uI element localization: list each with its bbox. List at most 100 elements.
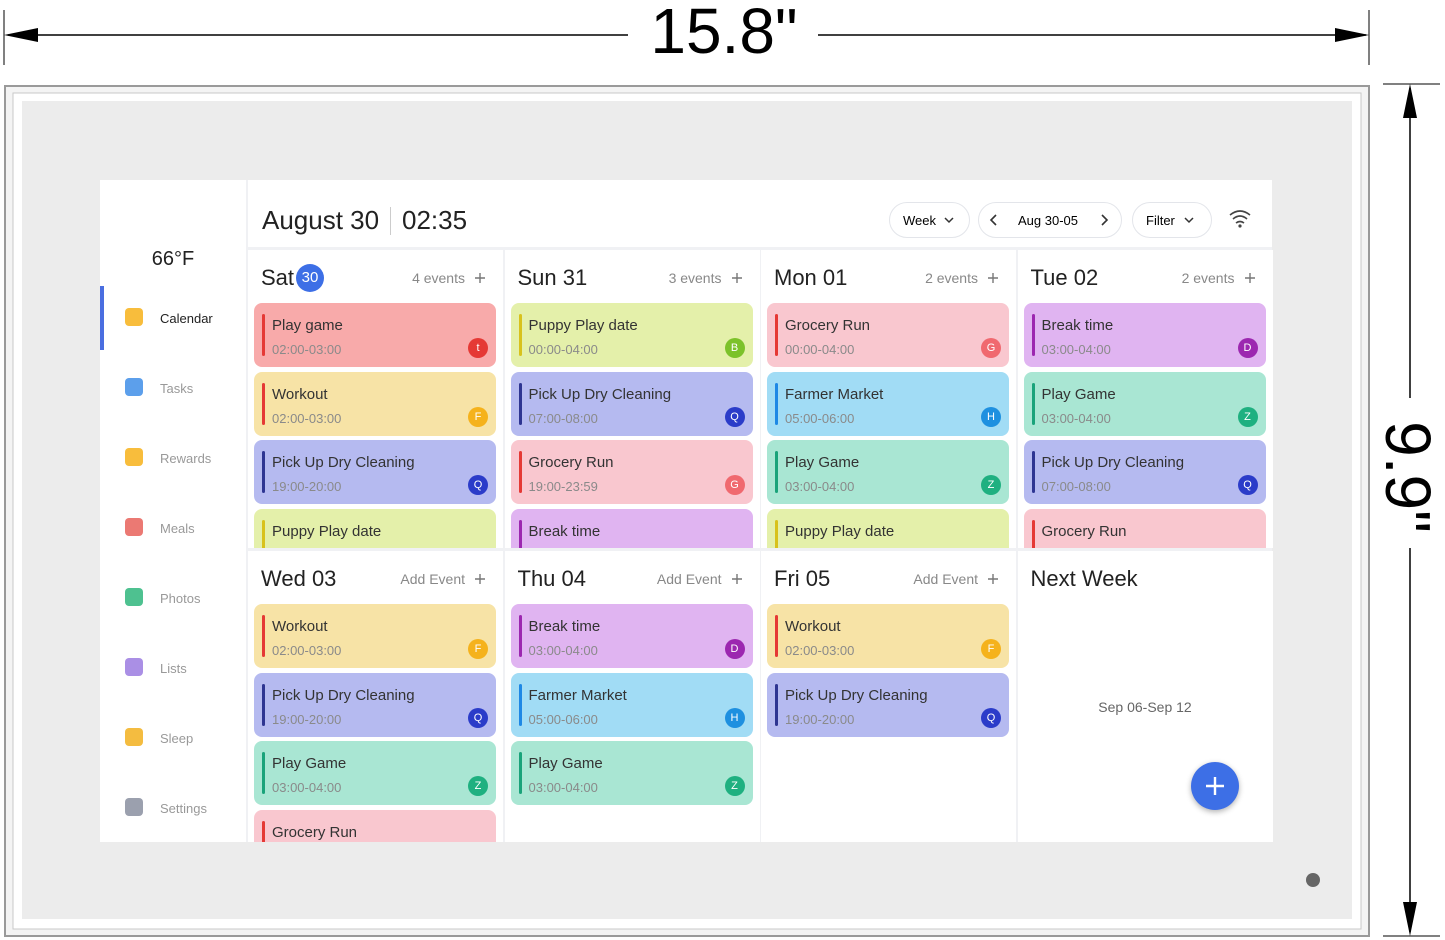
filter-button[interactable]: Filter: [1132, 202, 1212, 238]
add-button[interactable]: [987, 572, 999, 584]
event-accent: [775, 615, 778, 657]
temperature: 66°F: [151, 248, 195, 270]
sidebar-label: Photos: [160, 591, 201, 606]
range-label: Aug 30-05: [1018, 213, 1078, 228]
sidebar-item[interactable]: [100, 286, 246, 350]
event-card[interactable]: Play Game 03:00-04:00 Z: [510, 741, 753, 805]
event-card[interactable]: Workout 02:00-03:00 F: [254, 604, 496, 668]
event-card[interactable]: Puppy Play date: [254, 508, 496, 548]
prev-button[interactable]: [987, 213, 1001, 227]
event-time: 00:00-04:00: [528, 342, 598, 357]
day-summary: 4 events: [412, 270, 465, 286]
add-event-fab[interactable]: [1190, 762, 1239, 810]
day-name: Thu 04: [517, 566, 587, 591]
event-time: 02:00-03:00: [272, 410, 342, 426]
next-week-range: Sep 06-Sep 12: [1098, 699, 1192, 715]
day-cell: Wed 03 Add Event Workout 02:00-03:00 F Pick U…: [248, 551, 503, 842]
sidebar-label: Calendar: [160, 311, 213, 326]
chevron: [944, 217, 954, 224]
next-button[interactable]: [1097, 213, 1111, 227]
event-card[interactable]: Pick Up Dry Cleaning 19:00-20:00 Q: [254, 440, 496, 504]
day-badge: 30: [296, 264, 324, 292]
event-card[interactable]: Pick Up Dry Cleaning 19:00-20:00 Q: [254, 672, 496, 737]
event-card[interactable]: Puppy Play date 00:00-04:00 B: [510, 303, 753, 367]
event-card[interactable]: Farmer Market 05:00-06:00 H: [510, 672, 753, 737]
event-title: Play Game: [785, 454, 860, 471]
event-avatar: G: [981, 338, 1001, 358]
event-card[interactable]: Break time 03:00-04:00 D: [1023, 303, 1266, 367]
event-card[interactable]: Play Game 03:00-04:00 Z: [254, 741, 496, 805]
event-title: Pick Up Dry Cleaning: [272, 454, 415, 471]
sidebar-label: Rewards: [160, 451, 212, 466]
event-avatar: H: [981, 406, 1001, 427]
event-card[interactable]: Play Game 03:00-04:00 Z: [767, 440, 1009, 504]
event-avatar: F: [468, 406, 488, 427]
event-time: 03:00-04:00: [528, 643, 598, 658]
day-cell: Next Week Sep 06-Sep 12: [1017, 551, 1273, 842]
event-title: Workout: [785, 618, 841, 635]
event-card[interactable]: Workout 02:00-03:00 F: [767, 604, 1009, 668]
event-accent: [262, 451, 265, 493]
event-time: 19:00-23:59: [528, 479, 598, 494]
event-accent: [518, 314, 522, 356]
event-title: Grocery Run: [528, 454, 614, 471]
event-accent: [775, 382, 778, 425]
add-button[interactable]: [474, 572, 486, 584]
event-card[interactable]: Pick Up Dry Cleaning 19:00-20:00 Q: [767, 672, 1009, 737]
day-name: Wed 03: [261, 566, 337, 591]
filter-label: Filter: [1146, 213, 1175, 228]
event-card[interactable]: Grocery Run: [254, 809, 496, 842]
day-summary[interactable]: Add Event: [656, 571, 722, 587]
event-accent: [518, 451, 522, 493]
event-card[interactable]: Puppy Play date: [767, 508, 1009, 548]
event-card[interactable]: Grocery Run 19:00-23:59 G: [510, 440, 753, 504]
event-avatar: F: [981, 639, 1001, 659]
day-summary[interactable]: Add Event: [913, 571, 978, 587]
add-button[interactable]: [987, 271, 999, 283]
event-card[interactable]: Pick Up Dry Cleaning 07:00-08:00 Q: [510, 371, 753, 436]
event-card[interactable]: Workout 02:00-03:00 F: [254, 371, 496, 436]
event-accent: [1031, 382, 1035, 425]
event-accent: [262, 314, 265, 356]
add-button[interactable]: [731, 572, 743, 584]
event-card[interactable]: Play game 02:00-03:00 t: [254, 303, 496, 367]
day-cell: Mon 01 2 events Grocery Run 00:00-04:00 G Far…: [761, 250, 1016, 548]
event-accent: [262, 820, 265, 842]
day-cell: Fri 05 Add Event Workout 02:00-03:00 F Pick U…: [761, 551, 1016, 842]
day-summary[interactable]: Add Event: [400, 571, 465, 587]
day-summary: 2 events: [925, 270, 978, 286]
add-button[interactable]: [1244, 271, 1256, 283]
day-summary: 3 events: [668, 270, 722, 286]
sidebar-label: Sleep: [160, 731, 194, 746]
add-button[interactable]: [731, 271, 743, 283]
event-card[interactable]: Pick Up Dry Cleaning 07:00-08:00 Q: [1023, 440, 1266, 504]
view-button[interactable]: Week: [889, 202, 970, 238]
sidebar-icon: [125, 378, 143, 396]
sidebar-icon: [125, 658, 143, 676]
event-title: Workout: [272, 618, 328, 635]
event-accent: [262, 382, 265, 425]
event-title: Farmer Market: [528, 686, 627, 704]
range-nav[interactable]: Aug 30-05: [978, 202, 1122, 238]
event-title: Break time: [528, 522, 601, 540]
event-time: 07:00-08:00: [1041, 479, 1111, 494]
width-label: 15.8": [650, 0, 798, 67]
event-card[interactable]: Play Game 03:00-04:00 Z: [1023, 371, 1266, 436]
view-label: Week: [903, 213, 936, 228]
event-card[interactable]: Break time: [510, 508, 753, 548]
add-button[interactable]: [474, 271, 486, 283]
event-title: Workout: [272, 385, 328, 403]
event-title: Puppy Play date: [528, 317, 638, 334]
event-time: 02:00-03:00: [272, 643, 342, 658]
event-card[interactable]: Grocery Run: [1023, 508, 1266, 548]
event-avatar: F: [468, 639, 488, 659]
day-name: Mon 01: [774, 265, 848, 290]
event-time: 19:00-20:00: [272, 479, 342, 494]
event-time: 05:00-06:00: [528, 711, 598, 727]
event-card[interactable]: Break time 03:00-04:00 D: [510, 604, 753, 668]
event-card[interactable]: Grocery Run 00:00-04:00 G: [767, 303, 1009, 367]
event-accent: [775, 314, 778, 356]
event-avatar: Z: [468, 776, 488, 796]
event-card[interactable]: Farmer Market 05:00-06:00 H: [767, 371, 1009, 436]
event-avatar: t: [468, 338, 488, 358]
